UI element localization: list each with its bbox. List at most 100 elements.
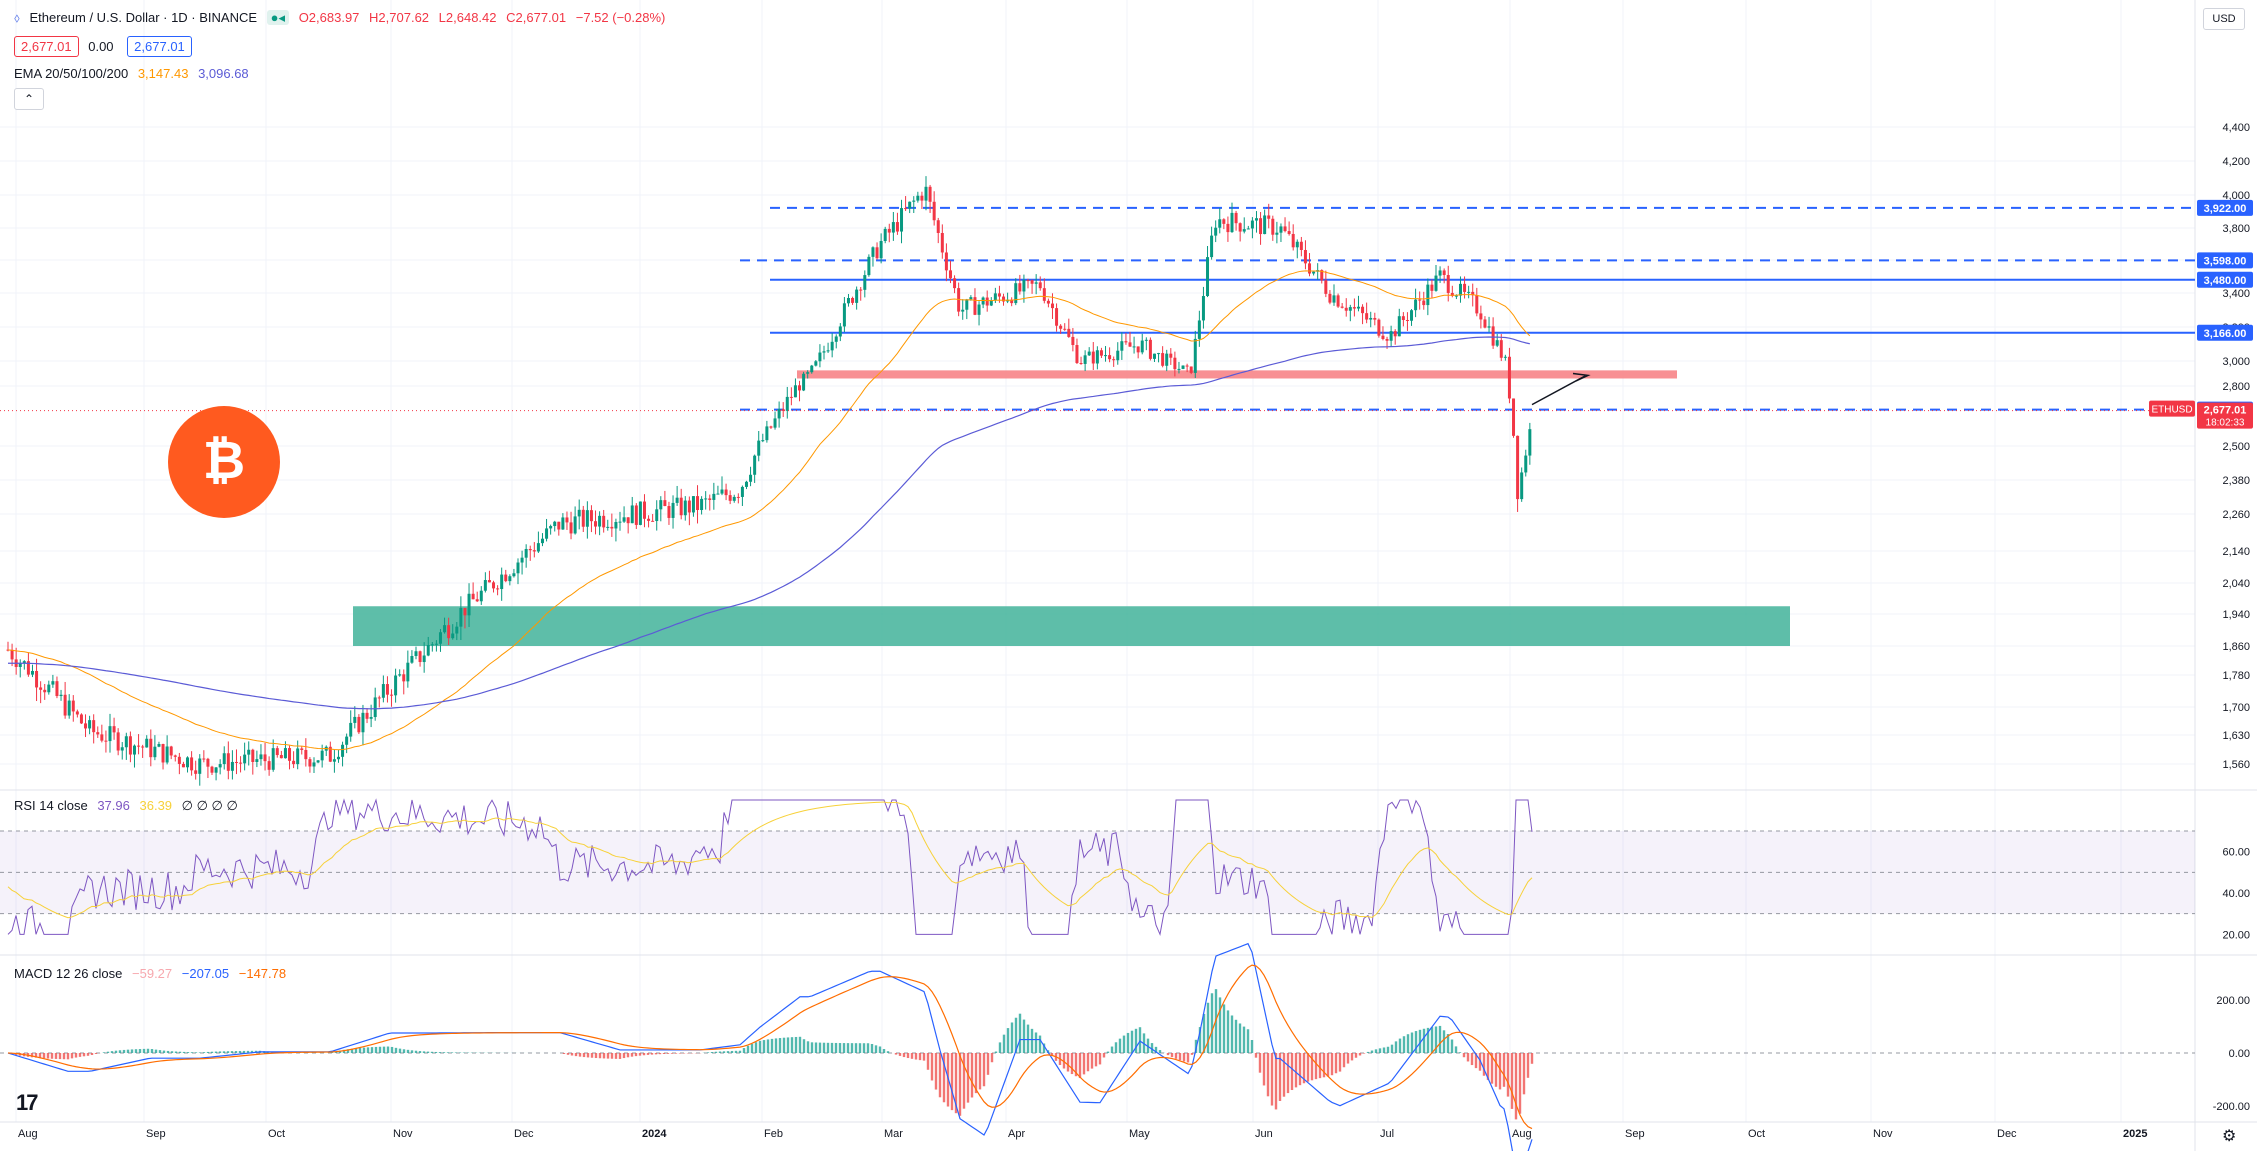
candle-body [341, 744, 345, 757]
symbol-title[interactable]: Ethereum / U.S. Dollar · 1D · BINANCE [29, 10, 258, 25]
candle-body [434, 643, 438, 645]
candle-body [153, 746, 157, 758]
candle-body [1238, 223, 1242, 232]
candle-body [1099, 350, 1103, 356]
candle-body [1332, 295, 1336, 303]
macd-histogram-bar [858, 1043, 862, 1053]
candle-body [381, 684, 385, 698]
macd-histogram-bar [1418, 1029, 1422, 1053]
macd-histogram-bar [1122, 1035, 1126, 1053]
candle-body [1410, 310, 1414, 321]
candle-body [1116, 350, 1120, 361]
macd-histogram-bar [94, 1053, 98, 1054]
buy-price-button[interactable]: 2,677.01 [127, 36, 192, 57]
price-tick-label: 3,800 [2222, 223, 2250, 235]
macd-histogram-bar [370, 1047, 374, 1053]
macd-histogram-bar [990, 1053, 994, 1063]
price-tick-label: 2,500 [2222, 441, 2250, 453]
candle-body [1201, 296, 1205, 321]
macd-histogram-bar [1126, 1032, 1130, 1053]
candle-body [667, 506, 671, 518]
candle-body [1234, 212, 1238, 224]
candle-body [55, 681, 59, 697]
macd-histogram-bar [1322, 1053, 1326, 1078]
sell-price-button[interactable]: 2,677.01 [14, 36, 79, 57]
macd-histogram-bar [1250, 1040, 1254, 1053]
macd-histogram-bar [574, 1053, 578, 1057]
candle-body [1148, 339, 1152, 359]
macd-histogram-bar [178, 1051, 182, 1053]
gear-icon[interactable]: ⚙ [2222, 1128, 2237, 1145]
candle-body [1397, 316, 1401, 337]
macd-histogram-bar [1002, 1034, 1006, 1053]
candle-body [736, 496, 740, 498]
macd-histogram-bar [1170, 1053, 1174, 1058]
candle-body [128, 736, 132, 755]
time-axis-label: Jul [1380, 1128, 1394, 1140]
candle-body [528, 548, 532, 551]
ohlc-change: −7.52 (−0.28%) [575, 10, 666, 25]
order-panel: 2,677.01 0.00 2,677.01 [14, 36, 198, 57]
macd-histogram-bar [234, 1051, 238, 1053]
candle-body [230, 761, 234, 771]
candle-body [112, 726, 116, 733]
macd-histogram-bar [1470, 1053, 1474, 1066]
macd-label[interactable]: MACD 12 26 close [14, 966, 123, 981]
time-axis-label: 2025 [2123, 1128, 2147, 1140]
candle-body [883, 228, 887, 242]
macd-histogram-bar [938, 1053, 942, 1098]
candle-body [638, 501, 642, 525]
candle-body [84, 723, 88, 729]
macd-histogram-bar [1134, 1028, 1138, 1053]
ema-label[interactable]: EMA 20/50/100/200 [14, 66, 129, 81]
candle-body [553, 521, 557, 527]
candle-body [447, 625, 451, 639]
candle-body [141, 746, 145, 748]
macd-histogram-bar [610, 1053, 614, 1059]
macd-histogram-bar [1310, 1053, 1314, 1081]
candle-body [532, 550, 536, 552]
candle-body [59, 694, 63, 697]
candle-body [35, 670, 39, 688]
candle-body [479, 590, 483, 602]
macd-histogram-bar [1502, 1053, 1506, 1087]
eye-icon[interactable]: ●◂ [266, 10, 290, 25]
candle-body [822, 351, 826, 353]
candle-body [1418, 299, 1422, 301]
macd-histogram-bar [790, 1037, 794, 1053]
candle-body [675, 497, 679, 503]
candle-body [1475, 295, 1479, 314]
macd-histogram-bar [366, 1047, 370, 1053]
candle-body [912, 200, 916, 202]
candle-body [361, 712, 365, 733]
macd-histogram-bar [1474, 1053, 1478, 1069]
candle-body [1414, 299, 1418, 311]
macd-histogram-bar [842, 1043, 846, 1053]
macd-histogram-bar [1486, 1053, 1490, 1081]
time-axis-label: Nov [393, 1128, 413, 1140]
candle-body [663, 500, 667, 507]
macd-histogram-bar [1010, 1022, 1014, 1053]
macd-histogram-bar [674, 1053, 678, 1054]
time-axis-label: Apr [1008, 1128, 1025, 1140]
macd-histogram-bar [910, 1053, 914, 1059]
collapse-legend-button[interactable]: ⌃ [14, 88, 44, 110]
candle-body [47, 684, 51, 693]
time-axis-label: Oct [1748, 1128, 1765, 1140]
candle-body [842, 303, 846, 327]
candle-body [524, 548, 528, 558]
macd-histogram-bar [1334, 1053, 1338, 1074]
tradingview-logo[interactable]: 17 [16, 1090, 39, 1115]
symbol-legend: ⬨ Ethereum / U.S. Dollar · 1D · BINANCE … [14, 10, 671, 26]
candle-body [875, 247, 879, 259]
macd-histogram-bar [718, 1051, 722, 1053]
currency-button[interactable]: USD [2203, 8, 2245, 30]
macd-histogram-bar [1314, 1053, 1318, 1080]
macd-histogram-bar [954, 1053, 958, 1114]
candle-body [757, 440, 761, 456]
rsi-label[interactable]: RSI 14 close [14, 798, 88, 813]
macd-histogram-bar [806, 1041, 810, 1053]
macd-histogram-bar [1498, 1053, 1502, 1090]
macd-histogram-bar [1386, 1046, 1390, 1053]
